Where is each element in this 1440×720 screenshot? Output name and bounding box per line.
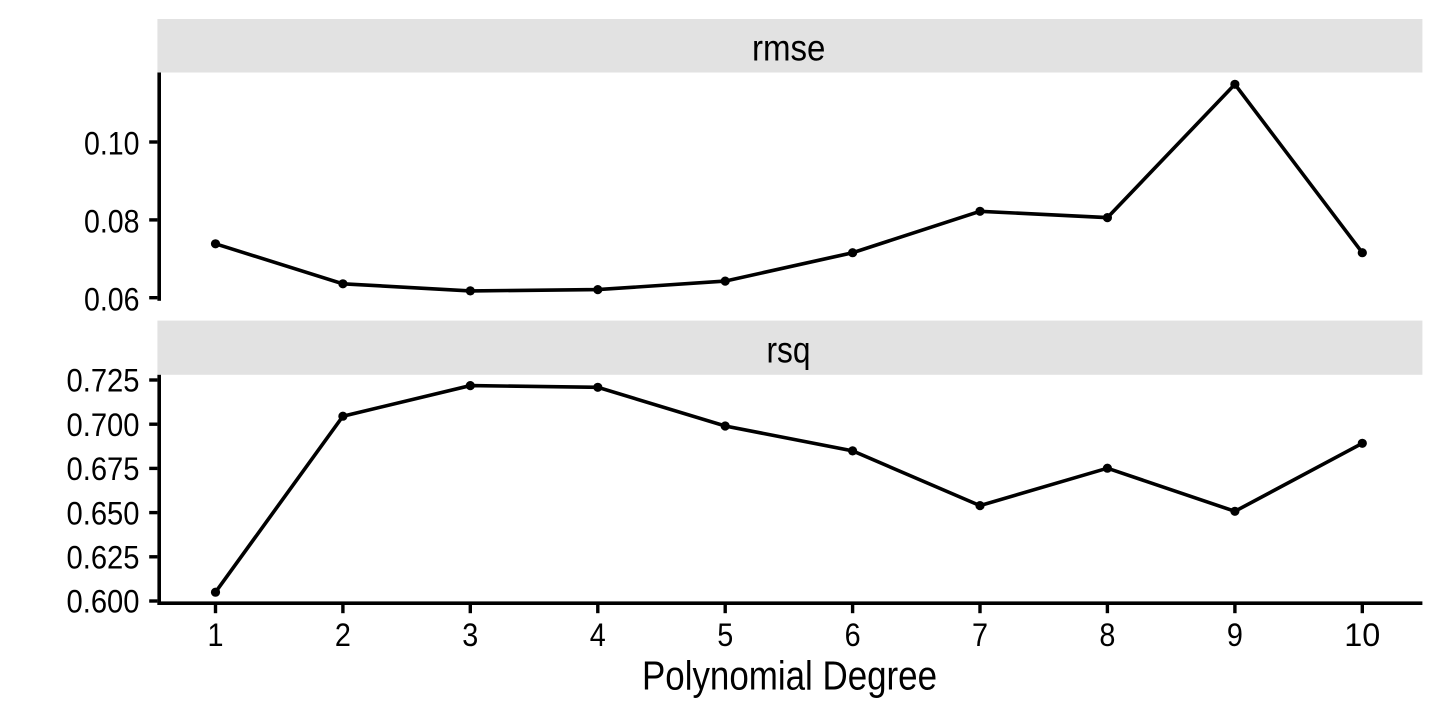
svg-text:6: 6 bbox=[845, 617, 861, 653]
svg-text:0.675: 0.675 bbox=[67, 451, 140, 487]
svg-text:Polynomial Degree: Polynomial Degree bbox=[642, 653, 937, 699]
svg-text:8: 8 bbox=[1099, 617, 1115, 653]
svg-text:0.700: 0.700 bbox=[67, 407, 140, 443]
svg-text:0.725: 0.725 bbox=[67, 363, 140, 399]
svg-text:9: 9 bbox=[1227, 617, 1243, 653]
svg-text:0.650: 0.650 bbox=[67, 495, 140, 531]
svg-text:10: 10 bbox=[1344, 617, 1380, 653]
svg-text:0.625: 0.625 bbox=[67, 540, 140, 576]
svg-text:0.10: 0.10 bbox=[84, 126, 140, 162]
svg-text:0.08: 0.08 bbox=[84, 204, 140, 240]
svg-text:2: 2 bbox=[335, 617, 351, 653]
svg-text:1: 1 bbox=[208, 617, 224, 653]
svg-text:4: 4 bbox=[590, 617, 606, 653]
svg-text:rsq: rsq bbox=[767, 329, 811, 370]
svg-text:5: 5 bbox=[717, 617, 733, 653]
svg-text:3: 3 bbox=[462, 617, 478, 653]
svg-text:0.06: 0.06 bbox=[84, 281, 140, 317]
svg-text:0.600: 0.600 bbox=[67, 584, 140, 620]
svg-text:7: 7 bbox=[972, 617, 988, 653]
svg-text:rmse: rmse bbox=[752, 28, 826, 69]
